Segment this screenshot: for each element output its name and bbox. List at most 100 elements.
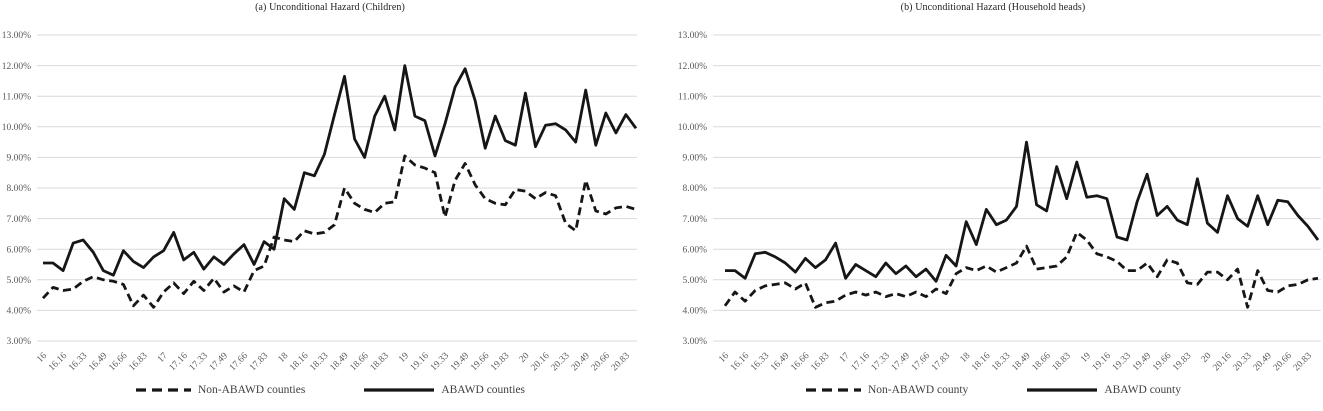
x-tick-label: 18.16 (288, 351, 310, 373)
y-tick-label: 6.00% (6, 245, 31, 255)
x-tick-label: 20.49 (1252, 351, 1274, 373)
y-tick-label: 10.00% (678, 123, 707, 133)
legend-a: Non-ABAWD counties ABAWD counties (0, 384, 660, 396)
y-tick-label: 11.00% (2, 92, 31, 102)
x-tick-label: 17 (838, 351, 852, 365)
x-tick-label: 18.49 (1010, 351, 1032, 373)
y-tick-label: 12.00% (678, 62, 707, 72)
series-abawd-county (725, 140, 1320, 283)
x-tick-label: 19.66 (469, 351, 491, 373)
y-tick-label: 9.00% (6, 154, 31, 164)
x-tick-label: 18.33 (990, 351, 1012, 373)
x-tick-label: 20.66 (590, 351, 612, 373)
legend-label-abawd-a: ABAWD counties (441, 384, 526, 396)
y-tick-label: 4.00% (6, 307, 31, 317)
y-tick-label: 7.00% (682, 215, 707, 225)
x-tick-label: 18.33 (308, 351, 330, 373)
y-tick-label: 13.00% (2, 31, 31, 41)
legend-item-abawd-b: ABAWD county (1026, 384, 1181, 396)
y-tick-label: 8.00% (6, 184, 31, 194)
x-tick-label: 17.33 (188, 351, 210, 373)
x-tick-label: 17.16 (168, 351, 190, 373)
chart-canvas-b: 13.00% 12.00% 11.00% 10.00% 9.00% 8.00% 7.00% 6… (678, 31, 1321, 373)
y-tick-label: 12.00% (2, 62, 31, 72)
gridlines (37, 34, 637, 342)
solid-line-sample (364, 388, 435, 392)
x-tick-label: 20.16 (529, 351, 551, 373)
solid-line-sample (1027, 388, 1098, 392)
panel-b: 13.00% 12.00% 11.00% 10.00% 9.00% 8.00% 7.00% 6… (663, 0, 1323, 411)
legend-b: Non-ABAWD county ABAWD county (663, 384, 1323, 396)
y-tick-label: 4.00% (682, 307, 707, 317)
y-tick-label: 9.00% (682, 154, 707, 164)
x-tick-label: 17.83 (930, 351, 952, 373)
legend-label-abawd-b: ABAWD county (1104, 384, 1182, 396)
x-tick-label: 19.49 (449, 351, 471, 373)
x-tick-label: 18.66 (349, 351, 371, 373)
x-tick-label: 20.33 (1232, 351, 1254, 373)
x-tick-label: 16.49 (87, 351, 109, 373)
x-tick-label: 19.83 (489, 351, 511, 373)
x-tick-label: 19.49 (1131, 351, 1153, 373)
x-tick-label: 18.83 (1051, 351, 1073, 373)
x-tick-label: 19.83 (1171, 351, 1193, 373)
x-tick-label: 20.83 (1292, 351, 1314, 373)
x-tick-label: 17.66 (228, 351, 250, 373)
x-tick-label: 19.66 (1151, 351, 1173, 373)
y-tick-label: 10.00% (2, 123, 31, 133)
y-tick-label: 6.00% (682, 245, 707, 255)
y-tick-label: 7.00% (6, 215, 31, 225)
legend-item-non-abawd-b: Non-ABAWD county (805, 384, 968, 396)
x-tick-label: 17.49 (208, 351, 230, 373)
x-tick-label: 16.33 (749, 351, 771, 373)
x-tick-label: 19.16 (1091, 351, 1113, 373)
x-tick-label: 20.33 (550, 351, 572, 373)
x-tick-label: 18.66 (1031, 351, 1053, 373)
x-tick-label: 19.33 (1111, 351, 1133, 373)
x-tick-label: 16.49 (769, 351, 791, 373)
y-tick-label: 3.00% (682, 337, 707, 347)
x-tick-label: 20.66 (1272, 351, 1294, 373)
x-tick-label: 16.83 (127, 351, 149, 373)
y-tick-label: 11.00% (678, 92, 707, 102)
x-tick-label: 17.66 (910, 351, 932, 373)
chart-title-b: (b) Unconditional Hazard (Household head… (900, 2, 1086, 13)
x-tick-label: 16 (717, 351, 731, 365)
x-tick-label: 16.66 (107, 351, 129, 373)
y-tick-labels: 13.00% 12.00% 11.00% 10.00% 9.00% 8.00% 7.00% 6… (678, 31, 707, 347)
dashed-line-sample (135, 388, 191, 392)
x-tick-label: 16.66 (789, 351, 811, 373)
y-tick-label: 5.00% (6, 276, 31, 286)
x-tick-label: 20.16 (1211, 351, 1233, 373)
x-tick-label: 16.83 (809, 351, 831, 373)
x-tick-label: 20.83 (610, 351, 632, 373)
y-tick-label: 8.00% (682, 184, 707, 194)
x-tick-label: 16.16 (729, 351, 751, 373)
x-tick-label: 18 (277, 351, 291, 365)
chart-title-a: (a) Unconditional Hazard (Children) (255, 2, 405, 13)
series-non-abawd-counties (41, 154, 637, 309)
x-tick-label: 20 (518, 351, 532, 365)
x-tick-label: 18.49 (328, 351, 350, 373)
series-abawd-counties (43, 64, 638, 277)
x-tick-label: 17.83 (248, 351, 270, 373)
x-tick-label: 19 (1079, 351, 1093, 365)
gridlines (713, 34, 1321, 342)
x-tick-label: 19 (397, 351, 411, 365)
x-tick-label: 16 (35, 351, 49, 365)
panel-a: 13.00% 12.00% 11.00% 10.00% 9.00% 8.00% 7.00% 6… (0, 0, 660, 411)
chart-canvas-a: 13.00% 12.00% 11.00% 10.00% 9.00% 8.00% 7.00% 6… (2, 31, 638, 373)
y-tick-label: 3.00% (6, 337, 31, 347)
x-tick-label: 17.33 (870, 351, 892, 373)
x-tick-label: 19.16 (409, 351, 431, 373)
x-tick-label: 17 (156, 351, 170, 365)
x-tick-label: 20 (1200, 351, 1214, 365)
dashed-line-sample (805, 388, 861, 392)
x-tick-label: 17.16 (850, 351, 872, 373)
legend-item-abawd-a: ABAWD counties (363, 384, 525, 396)
y-tick-label: 5.00% (682, 276, 707, 286)
x-tick-label: 18.16 (970, 351, 992, 373)
